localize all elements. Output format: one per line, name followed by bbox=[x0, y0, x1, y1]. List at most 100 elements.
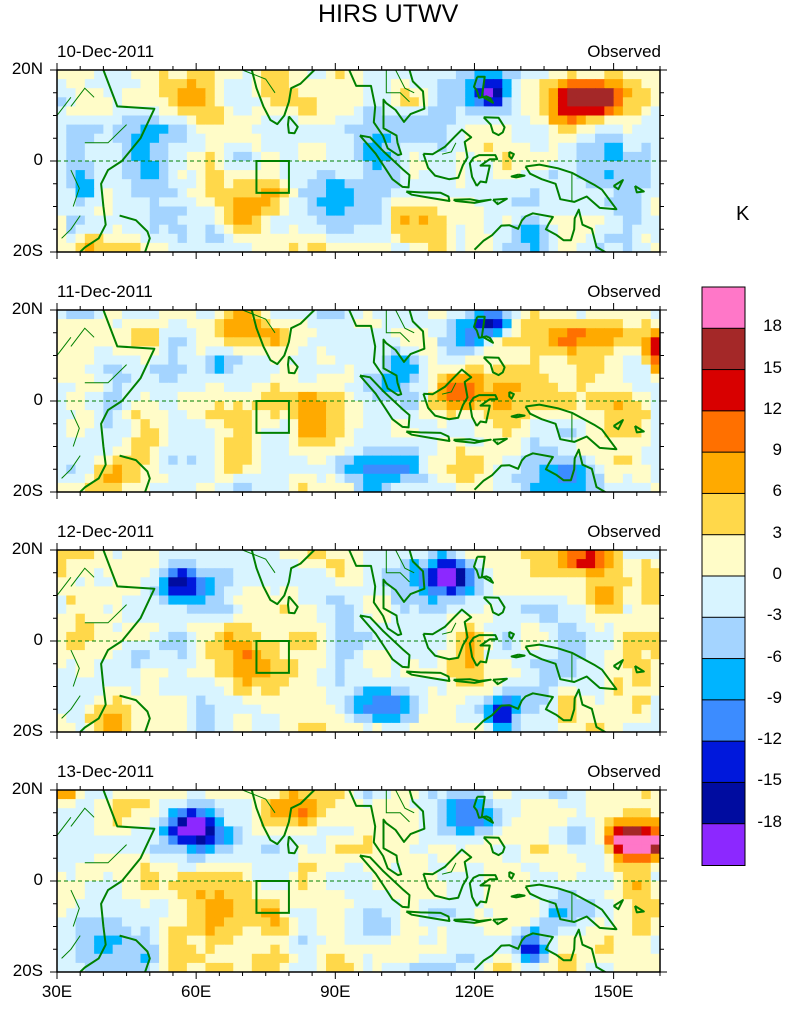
border-line bbox=[395, 70, 415, 94]
coastline bbox=[287, 115, 299, 135]
coastline bbox=[348, 550, 426, 637]
colorbar-label: 12 bbox=[763, 398, 782, 418]
coastline bbox=[473, 555, 494, 584]
colorbar-label: 0 bbox=[772, 564, 782, 583]
coastline bbox=[613, 419, 624, 431]
coastline bbox=[453, 678, 492, 684]
coastline bbox=[287, 355, 299, 375]
border-line bbox=[496, 441, 499, 444]
border-line bbox=[395, 550, 415, 574]
coastline bbox=[468, 394, 499, 427]
border-line bbox=[385, 70, 410, 103]
border-line bbox=[61, 455, 81, 479]
border-line bbox=[441, 862, 457, 875]
coastline bbox=[79, 790, 156, 972]
colorbar-label: 15 bbox=[763, 357, 782, 377]
panel-date: 12-Dec-2011 bbox=[57, 522, 155, 541]
colorbar-label: -15 bbox=[757, 770, 782, 790]
study-box bbox=[255, 880, 290, 914]
colorbar-label: 3 bbox=[772, 522, 782, 542]
coastline bbox=[492, 437, 508, 446]
coastline bbox=[613, 659, 624, 671]
border-line bbox=[242, 70, 276, 94]
coastline bbox=[453, 918, 492, 924]
coastline bbox=[119, 454, 151, 492]
coastline bbox=[250, 310, 316, 366]
coastline bbox=[508, 151, 515, 160]
coastline bbox=[250, 70, 316, 126]
coastline bbox=[613, 179, 624, 191]
y-tick-label: 20S bbox=[12, 241, 43, 260]
border-line bbox=[385, 790, 410, 823]
border-line bbox=[441, 382, 457, 395]
heatmap-cells bbox=[57, 70, 660, 252]
colorbar-box bbox=[701, 616, 746, 660]
border-line bbox=[70, 169, 80, 207]
border-line bbox=[57, 816, 72, 836]
coastline bbox=[79, 550, 156, 732]
study-box bbox=[255, 640, 290, 674]
colorbar-box bbox=[701, 534, 746, 578]
y-tick-label: 20S bbox=[12, 961, 43, 980]
border-line bbox=[496, 681, 499, 684]
coastline bbox=[508, 391, 515, 400]
map-panel-3 bbox=[50, 543, 667, 739]
coastline bbox=[482, 836, 506, 857]
coastline bbox=[422, 368, 473, 421]
border-line bbox=[70, 327, 95, 347]
border-line bbox=[441, 142, 457, 155]
border-line bbox=[70, 649, 80, 687]
border-line bbox=[57, 576, 72, 596]
coastline bbox=[79, 70, 156, 252]
border-line bbox=[395, 310, 415, 334]
coastline bbox=[453, 438, 492, 444]
border-line bbox=[61, 935, 81, 959]
map-panel-2 bbox=[50, 303, 667, 499]
colorbar-label: -6 bbox=[766, 646, 782, 666]
coastline bbox=[482, 596, 506, 617]
coastline bbox=[119, 214, 151, 252]
coastline bbox=[119, 694, 151, 732]
coastline bbox=[613, 899, 624, 911]
panel-date: 10-Dec-2011 bbox=[57, 42, 155, 61]
colorbar-label: -12 bbox=[757, 729, 782, 749]
coastline bbox=[119, 934, 151, 972]
y-tick-label: 0 bbox=[33, 870, 43, 889]
colorbar-box bbox=[701, 575, 746, 619]
x-tick-label: 90E bbox=[320, 982, 351, 1001]
coastline bbox=[510, 173, 526, 179]
coastline bbox=[437, 731, 439, 732]
colorbar-label: -3 bbox=[766, 605, 782, 625]
coastline bbox=[348, 310, 426, 397]
border-line bbox=[84, 604, 127, 624]
coastline bbox=[634, 185, 645, 194]
colorbar-box bbox=[701, 327, 746, 371]
panel-label: Observed bbox=[587, 762, 661, 781]
y-tick-label: 20N bbox=[11, 779, 43, 798]
colorbar-box bbox=[701, 286, 746, 330]
coastline bbox=[524, 883, 618, 931]
y-tick-label: 20N bbox=[11, 539, 43, 558]
coastline bbox=[348, 790, 426, 877]
border-line bbox=[395, 790, 415, 814]
border-line bbox=[242, 310, 276, 334]
border-line bbox=[61, 215, 81, 239]
coastline bbox=[437, 971, 439, 972]
coastline bbox=[492, 197, 508, 206]
y-tick-label: 20N bbox=[11, 299, 43, 318]
coastline bbox=[359, 614, 411, 669]
colorbar-box bbox=[701, 740, 746, 784]
coastline bbox=[422, 608, 473, 661]
border-line bbox=[496, 921, 499, 924]
coastline bbox=[405, 910, 451, 922]
coastline bbox=[634, 425, 645, 434]
border-line bbox=[61, 695, 81, 719]
coastline bbox=[524, 403, 618, 451]
x-tick-label: 60E bbox=[181, 982, 212, 1001]
coastline bbox=[510, 413, 526, 419]
coastline bbox=[359, 134, 411, 189]
coastline bbox=[405, 430, 451, 442]
coastline bbox=[468, 874, 499, 907]
x-tick-label: 120E bbox=[454, 982, 495, 1001]
